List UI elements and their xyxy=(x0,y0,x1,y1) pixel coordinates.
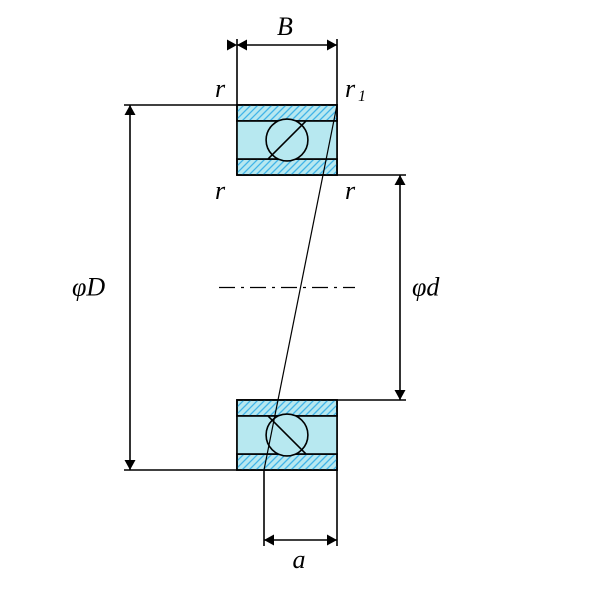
label-a: a xyxy=(293,545,306,574)
label-phid: φd xyxy=(412,273,440,302)
label-r-inner-left: r xyxy=(215,176,226,205)
bearing-diagram: Brr1rrφDφda xyxy=(0,0,600,600)
label-r1: r xyxy=(345,74,356,103)
label-r1-sub: 1 xyxy=(358,88,366,105)
label-phiD: φD xyxy=(72,273,105,302)
label-r-top-left: r xyxy=(215,74,226,103)
label-r-inner-right: r xyxy=(345,176,356,205)
label-B: B xyxy=(277,12,293,41)
